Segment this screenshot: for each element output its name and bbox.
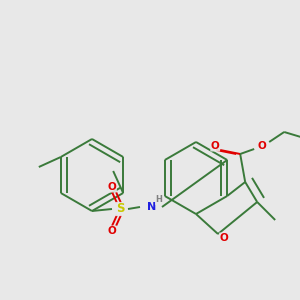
Text: O: O bbox=[258, 141, 267, 151]
Text: S: S bbox=[116, 202, 124, 215]
Text: O: O bbox=[211, 141, 220, 151]
Text: H: H bbox=[156, 196, 162, 205]
Text: N: N bbox=[147, 202, 157, 212]
Text: O: O bbox=[108, 182, 116, 192]
Text: O: O bbox=[220, 233, 228, 243]
Text: O: O bbox=[108, 226, 116, 236]
